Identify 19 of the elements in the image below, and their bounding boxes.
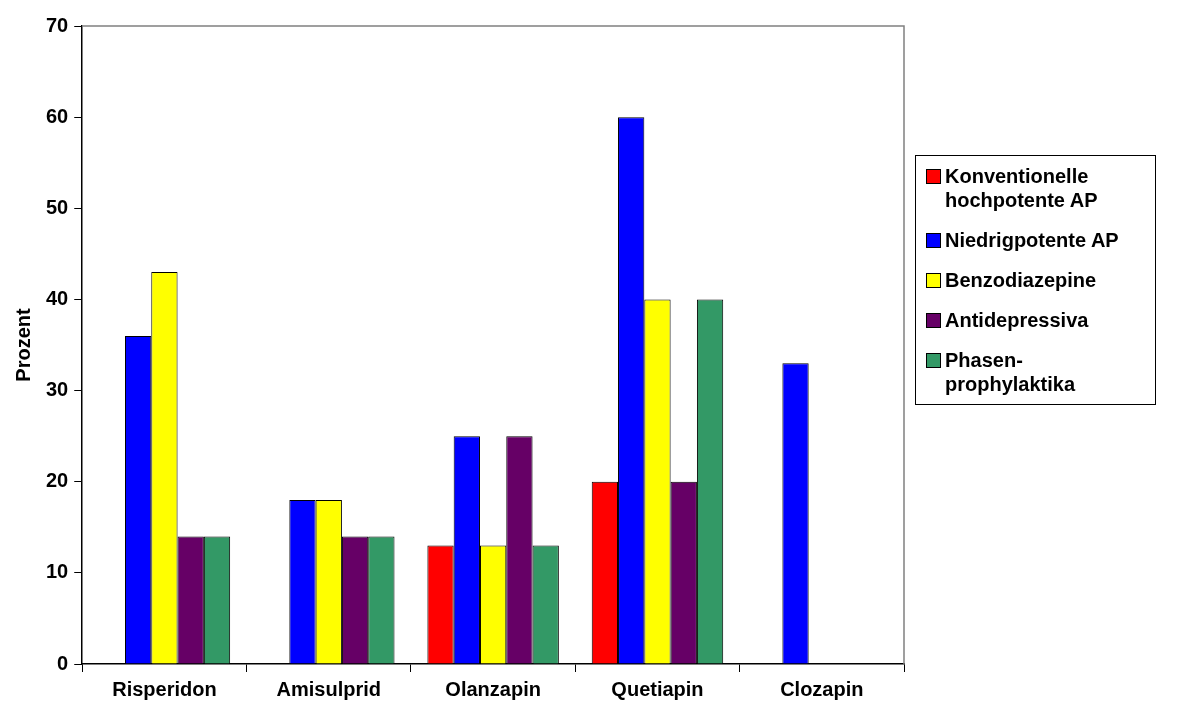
legend-label: Antidepressiva: [945, 308, 1090, 332]
x-tick-label: Amisulprid: [276, 677, 381, 700]
y-axis-title: Prozent: [11, 307, 34, 382]
y-tick-label: 30: [46, 378, 69, 401]
y-tick-label: 50: [46, 195, 69, 218]
y-tick-label: 0: [57, 651, 69, 674]
legend-label: Phasen-prophylaktika: [945, 348, 1077, 396]
y-tick-label: 60: [46, 104, 69, 127]
y-tick-label: 20: [46, 469, 69, 492]
x-tick-label: Quetiapin: [611, 677, 704, 700]
x-tick-label: Clozapin: [780, 677, 864, 700]
y-tick-label: 40: [46, 286, 69, 309]
legend-label: Benzodiazepine: [945, 268, 1098, 292]
y-tick-label: 70: [46, 13, 69, 36]
legend-label: Niedrigpotente AP: [945, 228, 1120, 252]
x-tick-label: Risperidon: [112, 677, 217, 700]
legend-label: Konventionelle hochpotente AP: [945, 164, 1099, 212]
x-tick-label: Olanzapin: [445, 677, 541, 700]
y-tick-label: 10: [46, 560, 69, 583]
